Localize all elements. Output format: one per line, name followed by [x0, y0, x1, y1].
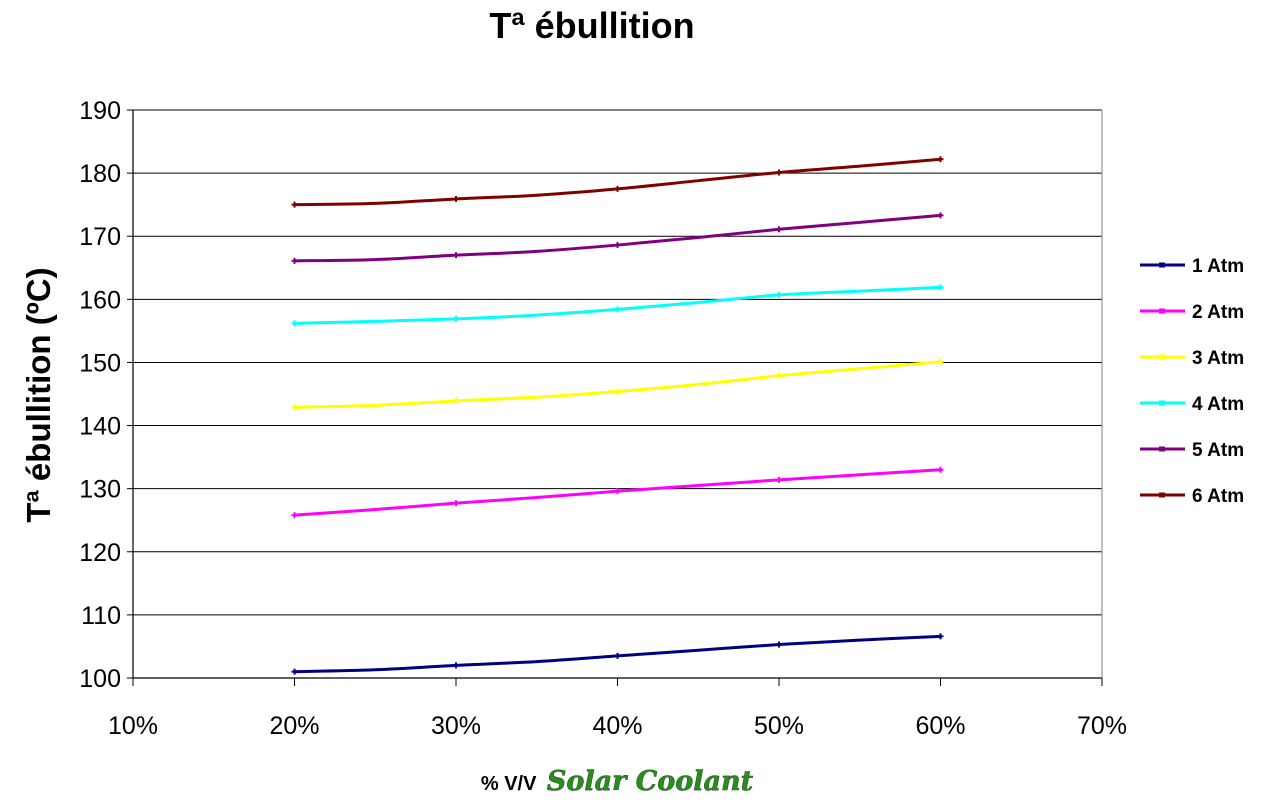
- legend-label-2-atm: 2 Atm: [1192, 302, 1244, 323]
- series-line-4-atm: [294, 285, 941, 325]
- x-axis-label-prefix: % V/V: [481, 773, 537, 795]
- y-tick-labels: 100 110 120 130 140 150 160 170 180 190: [79, 97, 121, 693]
- x-tick-label-50%: 50%: [754, 712, 804, 740]
- x-tick-label-20%: 20%: [269, 712, 319, 740]
- legend-label-3-atm: 3 Atm: [1192, 348, 1244, 369]
- legend-label-4-atm: 4 Atm: [1192, 394, 1244, 415]
- gridlines: [133, 109, 1102, 616]
- series-line-3-atm: [294, 360, 941, 409]
- series-line-6-atm: [294, 157, 941, 207]
- x-tick-label-60%: 60%: [915, 712, 965, 740]
- y-tick-label-150: 150: [79, 349, 121, 377]
- x-tick-label-30%: 30%: [431, 712, 481, 740]
- y-tick-label-130: 130: [79, 476, 121, 504]
- x-tick-label-70%: 70%: [1077, 712, 1127, 740]
- x-axis-label: % V/V Solar Coolant: [481, 766, 754, 797]
- y-tick-label-170: 170: [79, 223, 121, 251]
- x-axis-label-brand: Solar Coolant: [547, 766, 754, 797]
- y-tick-label-160: 160: [79, 286, 121, 314]
- y-tick-label-110: 110: [81, 602, 121, 630]
- chart-title: Tª ébullition: [489, 5, 694, 46]
- series-lines: [291, 156, 944, 675]
- series-line-5-atm: [294, 213, 941, 263]
- y-tick-label-140: 140: [79, 413, 121, 441]
- x-tick-labels: 10% 20% 30% 40% 50% 60% 70%: [108, 712, 1127, 740]
- axes: [127, 109, 1103, 686]
- y-axis-label: Tª ébullition (ºC): [20, 267, 57, 522]
- x-tick-label-40%: 40%: [592, 712, 642, 740]
- legend-label-1-atm: 1 Atm: [1192, 256, 1244, 277]
- y-tick-label-120: 120: [79, 539, 121, 567]
- legend: 1 Atm 2 Atm 3 Atm 4 Atm 5 Atm 6 Atm: [1140, 256, 1244, 507]
- legend-label-6-atm: 6 Atm: [1192, 486, 1244, 507]
- x-tick-label-10%: 10%: [108, 712, 158, 740]
- legend-label-5-atm: 5 Atm: [1192, 440, 1244, 461]
- y-tick-label-190: 190: [79, 97, 121, 125]
- y-tick-label-180: 180: [79, 160, 121, 188]
- y-tick-label-100: 100: [79, 665, 121, 693]
